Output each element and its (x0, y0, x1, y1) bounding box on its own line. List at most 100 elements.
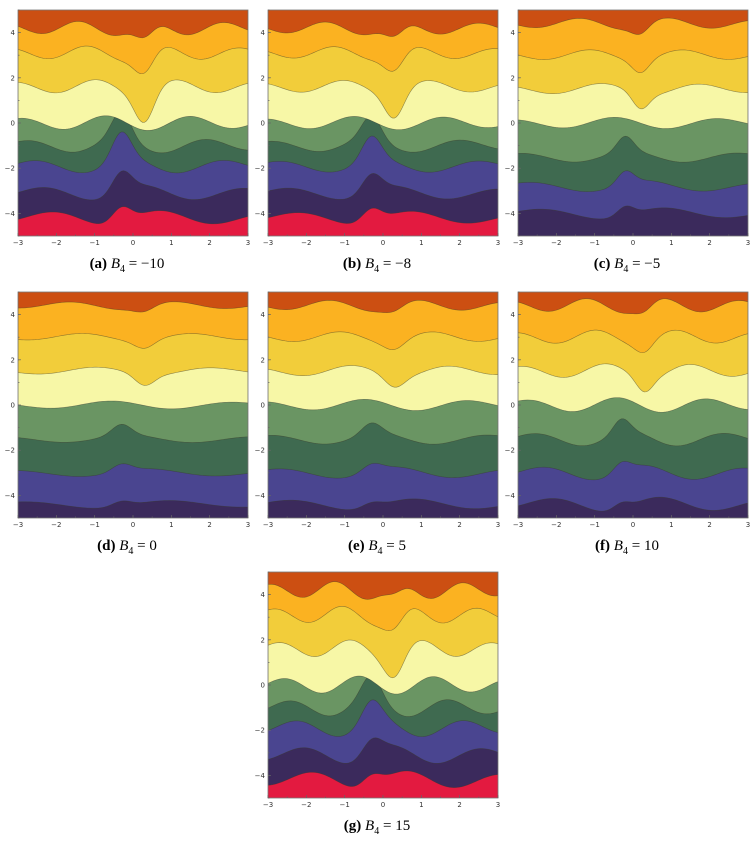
x-tick-label: 2 (207, 521, 211, 529)
panel-b: −3 −2 −1 0 1 2 3 −4 −2 0 2 4 (b) B4 = −8 (252, 2, 502, 282)
y-tick-label: −2 (255, 727, 265, 735)
caption-f: (f) B4 = 10 (595, 538, 659, 557)
x-tick-label: 0 (131, 521, 135, 529)
contour-bands-d (18, 292, 248, 518)
y-tick-label: 0 (511, 402, 515, 410)
y-tick-label: −4 (255, 772, 266, 780)
y-tick-label: 2 (261, 636, 265, 644)
contour-plot-f: −3 −2 −1 0 1 2 3 −4 −2 0 2 4 (505, 291, 750, 529)
contour-plot-d: −3 −2 −1 0 1 2 3 −4 −2 0 2 4 (5, 291, 250, 529)
x-tick-label: 3 (246, 239, 250, 247)
contour-bands-a (18, 10, 248, 236)
x-tick-label: 2 (457, 239, 461, 247)
y-tick-label: −4 (5, 210, 16, 218)
contour-bands-f (518, 292, 748, 518)
x-tick-label: 3 (246, 521, 250, 529)
x-tick-label: −3 (13, 521, 23, 529)
caption-d: (d) B4 = 0 (97, 538, 157, 557)
contour-band-7 (268, 292, 498, 313)
x-tick-label: 2 (707, 521, 711, 529)
y-tick-label: 2 (511, 356, 515, 364)
caption-c: (c) B4 = −5 (593, 256, 661, 275)
x-tick-label: −1 (340, 239, 350, 247)
contour-band-8 (268, 572, 498, 600)
x-tick-label: 0 (631, 521, 635, 529)
x-tick-label: 3 (496, 239, 500, 247)
contour-bands-b (268, 10, 498, 236)
caption-b: (b) B4 = −8 (342, 256, 412, 275)
x-tick-label: −2 (301, 801, 311, 809)
contour-band-8 (18, 10, 248, 39)
x-tick-label: −3 (263, 801, 273, 809)
contour-band-7 (18, 292, 248, 313)
contour-plot-a: −3 −2 −1 0 1 2 3 −4 −2 0 2 4 (5, 9, 250, 247)
y-tick-label: −2 (5, 165, 15, 173)
contour-band-6 (268, 292, 498, 350)
y-tick-label: 2 (11, 74, 15, 82)
y-tick-label: −2 (505, 447, 515, 455)
x-tick-label: 0 (381, 239, 385, 247)
x-tick-label: 2 (207, 239, 211, 247)
panel-e: −3 −2 −1 0 1 2 3 −4 −2 0 2 4 (e) B4 = 5 (252, 284, 502, 564)
x-tick-label: −2 (51, 521, 61, 529)
contour-bands-c (518, 10, 748, 236)
x-tick-label: 1 (419, 239, 423, 247)
panel-d: −3 −2 −1 0 1 2 3 −4 −2 0 2 4 (d) B4 = 0 (2, 284, 252, 564)
contour-band-7 (518, 10, 748, 35)
y-tick-label: −2 (255, 165, 265, 173)
caption-a: (a) B4 = −10 (89, 256, 165, 275)
y-tick-label: −2 (5, 447, 15, 455)
y-tick-label: 4 (261, 311, 266, 319)
y-tick-label: −2 (505, 165, 515, 173)
x-tick-label: 2 (707, 239, 711, 247)
y-tick-label: −4 (505, 492, 516, 500)
panel-f: −3 −2 −1 0 1 2 3 −4 −2 0 2 4 (f) B4 = 10 (502, 284, 752, 564)
x-tick-label: −1 (340, 801, 350, 809)
x-tick-label: −2 (551, 239, 561, 247)
x-tick-label: 1 (169, 521, 173, 529)
x-tick-label: 3 (746, 239, 750, 247)
y-tick-label: 4 (261, 29, 266, 37)
y-tick-label: 0 (261, 682, 265, 690)
panel-a: −3 −2 −1 0 1 2 3 −4 −2 0 2 4 (a) B4 = −10 (2, 2, 252, 282)
x-tick-label: 2 (457, 521, 461, 529)
x-tick-label: −1 (590, 239, 600, 247)
caption-g: (g) B4 = 15 (343, 818, 411, 837)
y-tick-label: 0 (11, 120, 15, 128)
x-tick-label: −2 (51, 239, 61, 247)
contour-plot-b: −3 −2 −1 0 1 2 3 −4 −2 0 2 4 (255, 9, 500, 247)
x-tick-label: −2 (301, 521, 311, 529)
contour-bands-e (268, 292, 498, 518)
x-tick-label: −1 (590, 521, 600, 529)
x-tick-label: 3 (496, 521, 500, 529)
contour-plot-e: −3 −2 −1 0 1 2 3 −4 −2 0 2 4 (255, 291, 500, 529)
y-tick-label: −4 (255, 492, 266, 500)
x-tick-label: −3 (513, 239, 523, 247)
y-tick-label: 0 (511, 120, 515, 128)
x-tick-label: 1 (669, 239, 673, 247)
x-tick-label: −3 (13, 239, 23, 247)
x-tick-label: 1 (669, 521, 673, 529)
contour-band-6 (18, 292, 248, 349)
x-tick-label: 3 (496, 801, 500, 809)
x-tick-label: 1 (419, 521, 423, 529)
x-tick-label: 1 (419, 801, 423, 809)
y-tick-label: 4 (511, 311, 516, 319)
y-tick-label: 4 (511, 29, 516, 37)
y-tick-label: 0 (261, 120, 265, 128)
caption-e: (e) B4 = 5 (347, 538, 407, 557)
y-tick-label: −4 (255, 210, 266, 218)
x-tick-label: 0 (381, 801, 385, 809)
x-tick-label: −1 (90, 521, 100, 529)
contour-plot-g: −3 −2 −1 0 1 2 3 −4 −2 0 2 4 (255, 571, 500, 809)
contour-band-8 (268, 10, 498, 37)
panel-g: −3 −2 −1 0 1 2 3 −4 −2 0 2 4 (g) B4 = 15 (252, 564, 502, 844)
y-tick-label: 2 (511, 74, 515, 82)
x-tick-label: −2 (551, 521, 561, 529)
y-tick-label: 2 (261, 74, 265, 82)
x-tick-label: −1 (90, 239, 100, 247)
x-tick-label: −3 (263, 239, 273, 247)
x-tick-label: 0 (631, 239, 635, 247)
x-tick-label: 0 (131, 239, 135, 247)
y-tick-label: −2 (255, 447, 265, 455)
